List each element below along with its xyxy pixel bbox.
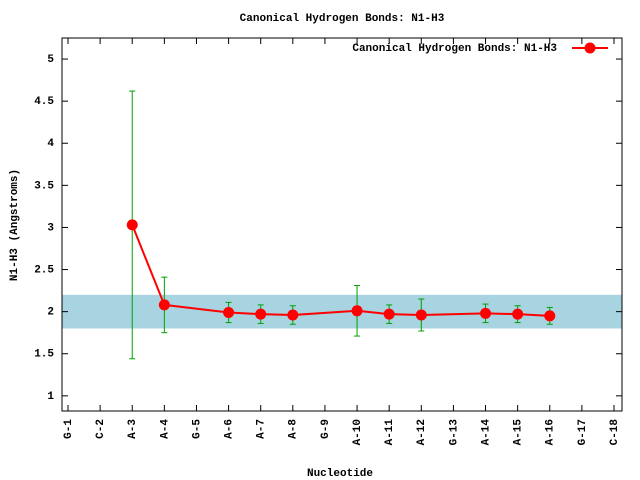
x-tick-label: G-5	[191, 419, 203, 439]
point	[383, 308, 395, 320]
legend-label: Canonical Hydrogen Bonds: N1-H3	[352, 43, 557, 55]
line-segment	[131, 224, 166, 306]
point	[255, 308, 267, 320]
x-tick-label: A-16	[545, 419, 557, 445]
y-tick-label: 1	[47, 391, 54, 403]
y-tick-label: 2	[47, 307, 54, 319]
x-tick-label: C-18	[609, 419, 621, 446]
point	[480, 307, 492, 319]
point	[415, 309, 427, 321]
x-tick-label: G-1	[63, 419, 75, 439]
x-tick-label: C-2	[95, 419, 107, 439]
y-axis-label: N1-H3 (Angstroms)	[9, 169, 21, 281]
x-tick-label: A-7	[256, 419, 268, 439]
x-tick-label: A-3	[127, 419, 139, 439]
x-axis-label: Nucleotide	[307, 468, 373, 480]
point	[287, 309, 299, 321]
point	[126, 219, 138, 231]
plot-frame	[61, 37, 623, 412]
y-tick-label: 2.5	[34, 264, 54, 276]
line-segment	[292, 309, 358, 317]
point	[544, 310, 556, 322]
line-segment	[164, 303, 229, 314]
legend-marker	[584, 42, 596, 54]
x-tick-label: A-11	[384, 419, 396, 446]
y-tick-label: 3.5	[34, 180, 54, 192]
x-tick-label: A-12	[416, 419, 428, 445]
point	[158, 299, 170, 311]
x-tick-label: G-9	[320, 419, 332, 439]
y-tick-label: 5	[47, 54, 54, 66]
x-tick-label: A-8	[288, 419, 300, 439]
x-tick-label: A-15	[513, 419, 525, 446]
y-tick-label: 1.5	[34, 349, 54, 361]
x-tick-label: A-14	[480, 419, 492, 446]
line-segment	[421, 312, 486, 317]
y-tick-label: 4	[47, 138, 54, 150]
chart-title: Canonical Hydrogen Bonds: N1-H3	[240, 13, 445, 25]
x-tick-label: G-17	[577, 419, 589, 445]
y-tick-label: 4.5	[34, 96, 54, 108]
point	[223, 306, 235, 318]
x-tick-label: G-13	[448, 419, 460, 446]
x-tick-label: A-4	[159, 419, 171, 439]
x-tick-label: A-10	[352, 419, 364, 445]
y-tick-label: 3	[47, 222, 54, 234]
point	[351, 305, 363, 317]
x-tick-label: A-6	[223, 419, 235, 439]
point	[512, 308, 524, 320]
